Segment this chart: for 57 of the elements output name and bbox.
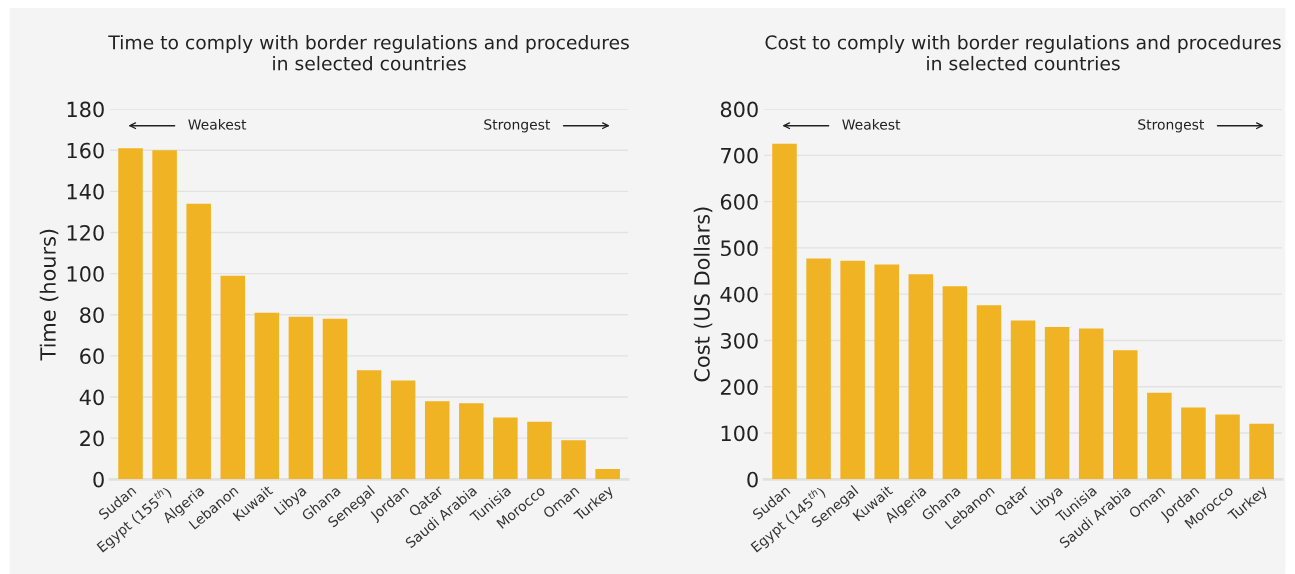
bar (1147, 392, 1172, 480)
y-tick-label: 200 (720, 379, 758, 395)
bar (288, 316, 314, 480)
bar (772, 143, 797, 480)
bar (493, 417, 518, 480)
bar (806, 258, 831, 480)
y-tick-label: 300 (721, 332, 758, 349)
bar (1010, 320, 1036, 480)
bar (118, 148, 143, 480)
y-tick-label: 180 (67, 101, 104, 118)
y-tick-label: 100 (721, 425, 758, 442)
y-tick-label: 0 (747, 471, 758, 488)
y-tick-label: 100 (67, 266, 104, 282)
y-tick-label: 160 (67, 142, 104, 159)
bar (976, 305, 1002, 480)
bar (424, 401, 450, 480)
y-tick-label: 60 (80, 348, 104, 365)
annotation: Weakest (842, 119, 901, 130)
annotation: Strongest (1138, 119, 1205, 133)
bar (390, 380, 416, 480)
bar (220, 275, 246, 480)
y-tick-label: 20 (80, 430, 104, 447)
bar (595, 469, 620, 480)
bar (1113, 350, 1138, 480)
y-tick-label: 140 (67, 183, 104, 200)
bar (254, 312, 280, 480)
bar (152, 150, 177, 480)
bar (1249, 423, 1274, 480)
bar (1078, 328, 1104, 480)
bar (840, 260, 865, 480)
annotation: Strongest (484, 119, 551, 133)
bar (874, 264, 899, 480)
bar (942, 286, 968, 480)
y-tick-label: 120 (67, 224, 104, 241)
bar (561, 440, 586, 480)
y-axis-title: Cost (US Dollars) (693, 207, 713, 382)
y-tick-label: 700 (721, 147, 758, 164)
bar (1215, 414, 1240, 480)
bar (186, 203, 211, 480)
bar (908, 274, 934, 480)
y-tick-label: 500 (721, 240, 758, 257)
y-tick-label: 40 (79, 389, 104, 406)
bar (459, 403, 484, 480)
y-axis-title: Time (hours) (39, 229, 59, 361)
y-tick-label: 600 (720, 194, 758, 210)
bar (356, 370, 382, 480)
annotation: Weakest (188, 119, 247, 130)
chart-title: Cost to comply with border regulations and procedures in selected countries (765, 34, 1281, 71)
y-tick-label: 800 (720, 101, 758, 118)
bar (322, 318, 348, 480)
chart-title: Time to comply with border regulations and procedures in selected countries (108, 34, 629, 71)
bar (527, 421, 552, 480)
y-tick-label: 400 (720, 286, 758, 303)
bar (1044, 327, 1070, 480)
y-tick-label: 80 (80, 307, 104, 323)
bar (1181, 407, 1206, 480)
y-tick-label: 0 (93, 471, 104, 488)
